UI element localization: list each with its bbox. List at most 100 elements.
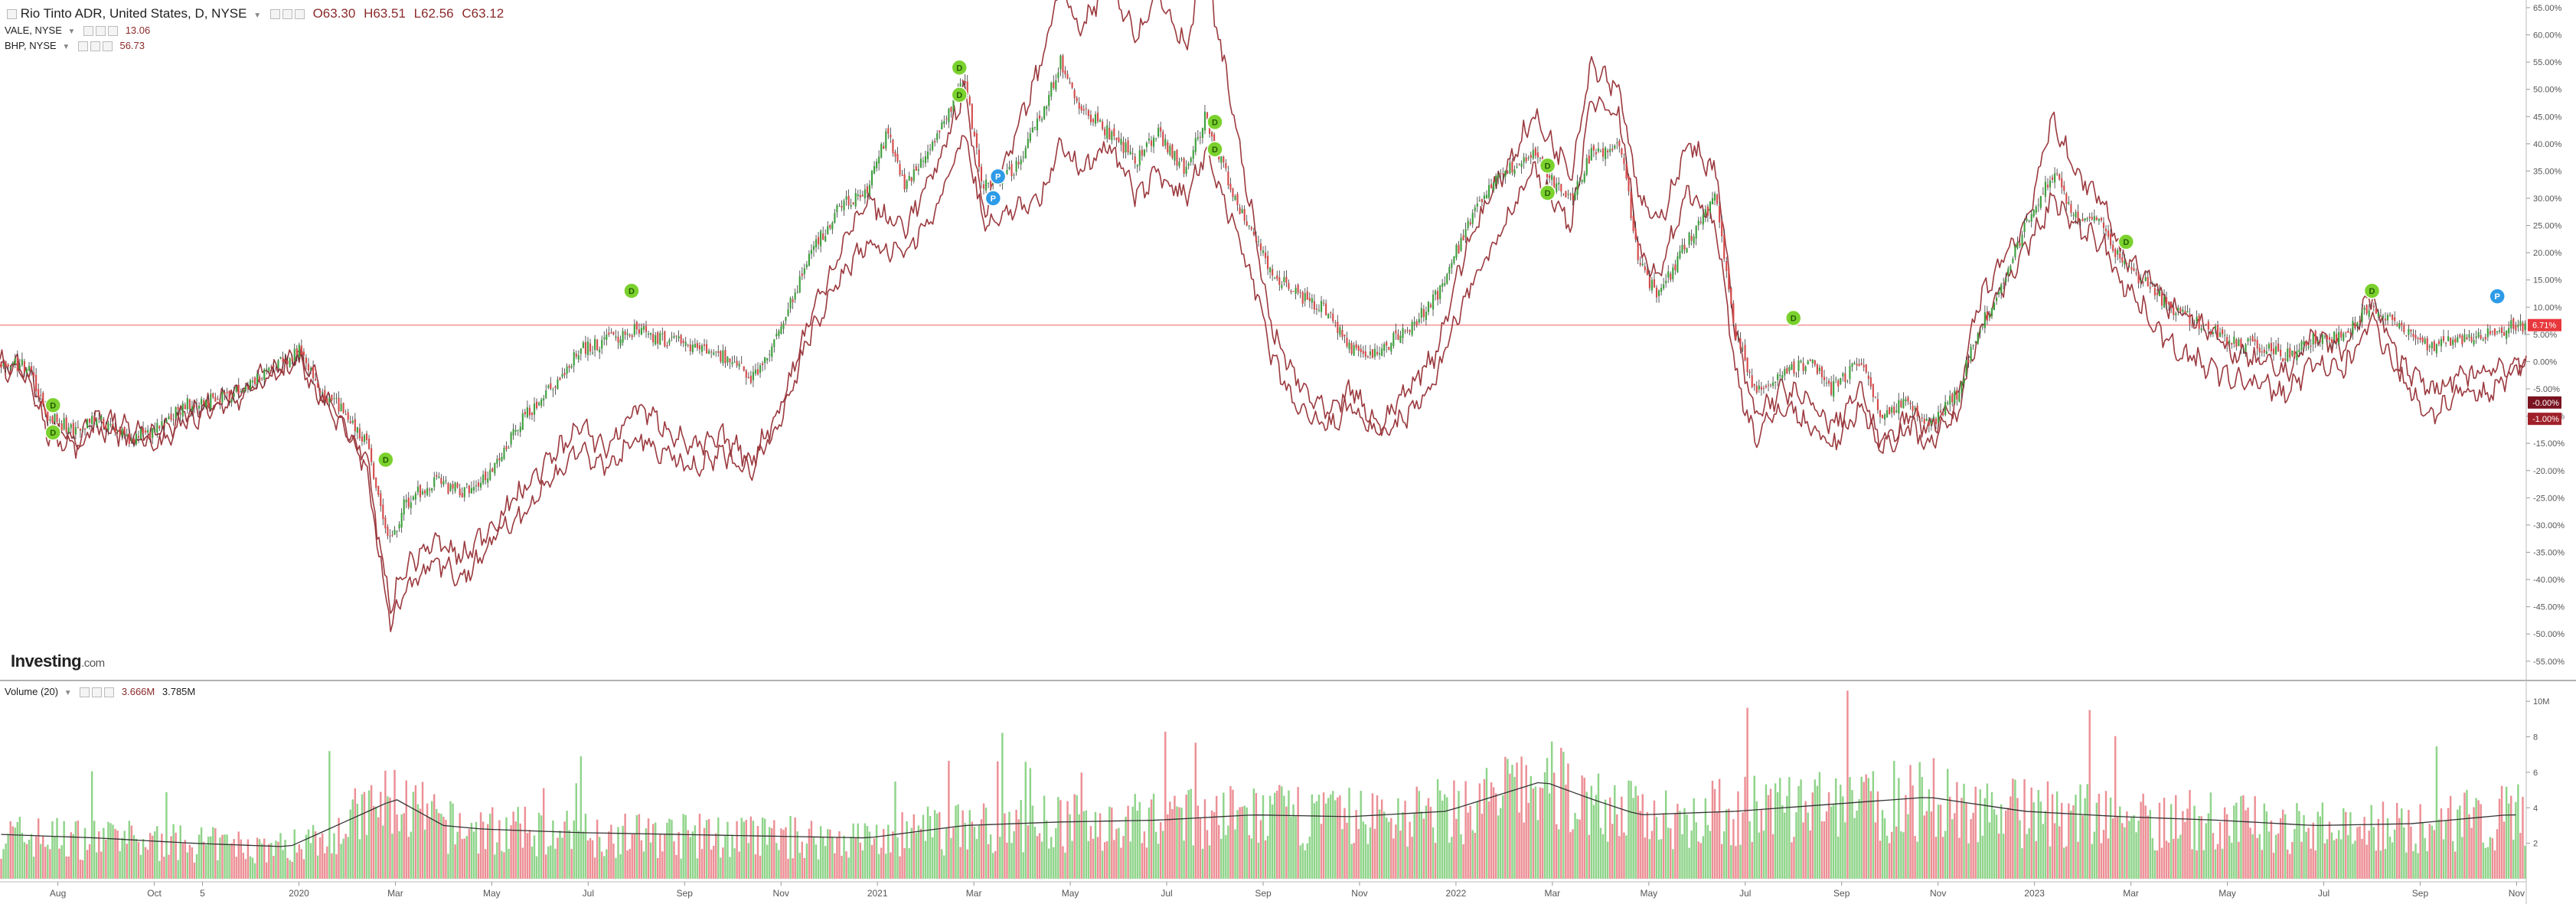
volume-bar — [1728, 808, 1730, 879]
volume-bar — [1383, 811, 1386, 879]
volume-bar — [913, 814, 915, 879]
volume-bar — [512, 811, 514, 879]
volume-bar — [2274, 834, 2277, 879]
volume-bar — [2160, 847, 2163, 879]
volume-bar — [2408, 810, 2410, 879]
volume-bar — [763, 818, 766, 879]
settings-icon[interactable] — [92, 687, 103, 698]
volume-bar — [1295, 816, 1297, 879]
volume-bar — [2272, 852, 2275, 879]
volume-bar — [768, 827, 771, 879]
candle-body — [1504, 170, 1507, 178]
candlesticks — [0, 54, 2526, 543]
volume-bar — [137, 841, 140, 879]
candle-body — [1386, 341, 1388, 346]
x-tick-label: Mar — [1545, 888, 1561, 899]
candle-body — [1569, 194, 1572, 195]
candle-body — [300, 345, 302, 355]
settings-icon[interactable] — [96, 26, 106, 37]
volume-bar — [654, 822, 657, 879]
candle-body — [1323, 302, 1325, 304]
volume-bar — [854, 838, 857, 879]
chevron-down-icon[interactable]: ▼ — [253, 11, 262, 20]
volume-bar — [794, 817, 796, 879]
volume-bar — [289, 860, 291, 879]
candle-body — [2470, 336, 2473, 342]
candle-body — [1704, 209, 1706, 216]
candle-body — [1807, 361, 1809, 365]
candle-body — [373, 463, 375, 479]
visibility-icon[interactable] — [83, 26, 94, 37]
vale-legend[interactable]: VALE, NYSE ▼ 13.06 — [5, 24, 150, 37]
collapse-icon[interactable] — [7, 9, 17, 20]
candle-body — [1092, 119, 1095, 122]
volume-bar — [2405, 852, 2408, 879]
candle-body — [934, 141, 936, 143]
candle-body — [1203, 111, 1206, 131]
candle-body — [1299, 292, 1301, 294]
candle-body — [1420, 308, 1422, 318]
volume-bars — [0, 690, 2526, 879]
candle-body — [126, 434, 128, 436]
candle-body — [563, 373, 566, 376]
volume-bar — [2012, 778, 2014, 879]
volume-bar — [1825, 811, 1828, 879]
candle-body — [1383, 344, 1386, 351]
chevron-down-icon[interactable]: ▼ — [67, 28, 76, 36]
volume-bar — [67, 856, 70, 879]
candle-body — [2200, 328, 2202, 331]
candle-body — [1125, 142, 1127, 153]
visibility-icon[interactable] — [269, 9, 280, 20]
chevron-down-icon[interactable]: ▼ — [64, 689, 72, 697]
close-icon[interactable] — [108, 26, 119, 37]
investing-logo[interactable]: Investing.com — [11, 651, 105, 671]
volume-bar — [1606, 841, 1609, 879]
volume-bar — [249, 856, 252, 879]
volume-bar — [2294, 828, 2296, 879]
candle-body — [2312, 334, 2314, 344]
candle-body — [932, 142, 934, 150]
candle-body — [2398, 322, 2401, 328]
main-legend[interactable]: Rio Tinto ADR, United States, D, NYSE ▼ … — [5, 6, 504, 21]
chevron-down-icon[interactable]: ▼ — [62, 43, 70, 51]
volume-bar — [1704, 798, 1707, 879]
candle-body — [1069, 82, 1071, 83]
candle-body — [246, 386, 249, 390]
volume-legend[interactable]: Volume (20) ▼ 3.666M 3.785M — [5, 686, 195, 698]
volume-bar — [266, 862, 268, 879]
volume-bar — [2267, 831, 2271, 879]
close-icon[interactable] — [294, 9, 305, 20]
bhp-legend[interactable]: BHP, NYSE ▼ 56.73 — [5, 40, 145, 52]
candle-body — [2261, 351, 2263, 353]
candle-body — [878, 156, 880, 164]
candle-body — [58, 423, 60, 425]
visibility-icon[interactable] — [80, 687, 90, 698]
candle-body — [1341, 330, 1344, 338]
candle-body — [322, 392, 324, 393]
x-tick-label: Jul — [1161, 888, 1172, 899]
close-icon[interactable] — [104, 687, 115, 698]
volume-bar — [1129, 841, 1131, 879]
settings-icon[interactable] — [90, 41, 100, 52]
candle-body — [1730, 288, 1732, 305]
volume-bar — [726, 821, 729, 879]
visibility-icon[interactable] — [77, 41, 88, 52]
volume-bar — [1071, 840, 1073, 879]
volume-bar — [2086, 784, 2088, 879]
volume-bar — [65, 856, 67, 879]
candle-body — [775, 334, 778, 337]
close-icon[interactable] — [102, 41, 113, 52]
candle-body — [2280, 349, 2282, 357]
volume-bar — [1427, 798, 1430, 879]
volume-bar — [1118, 827, 1120, 879]
volume-bar — [1846, 690, 1849, 879]
volume-bar — [1990, 791, 1993, 879]
volume-bar — [356, 804, 359, 879]
settings-icon[interactable] — [282, 9, 292, 20]
volume-bar — [2107, 838, 2110, 879]
candle-body — [966, 81, 968, 95]
candle-body — [1264, 252, 1267, 259]
price-label-vale-text: -0.00% — [2532, 399, 2559, 408]
volume-bar — [440, 814, 442, 879]
